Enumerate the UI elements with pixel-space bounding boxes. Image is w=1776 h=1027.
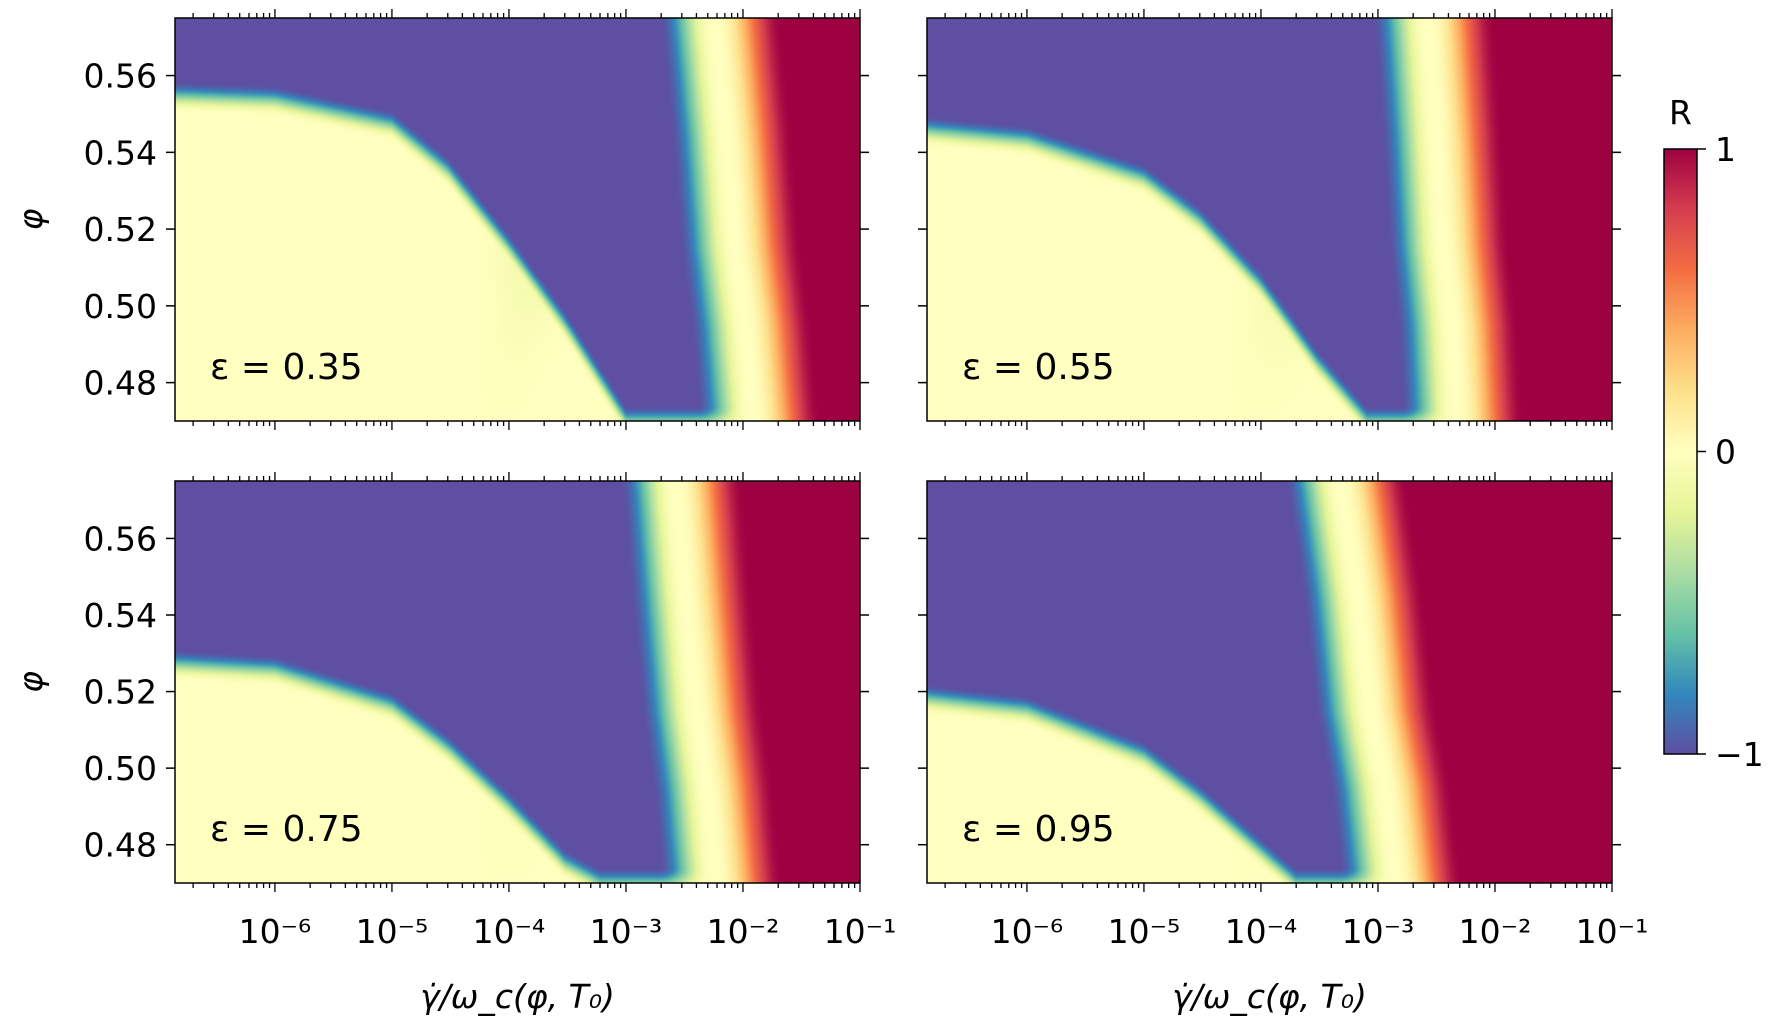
panels: 0.48 0.50 0.52 0.54 0.56 φ ε = 0.35 ε = 0.55 0.4…: [11, 9, 1648, 1016]
x-tick-label: 10⁻³: [1342, 912, 1415, 951]
colorbar-tick-label: 0: [1715, 433, 1736, 472]
axes-frame: [174, 17, 861, 422]
colorbar-tick-label: −1: [1715, 735, 1764, 774]
y-axis-label: φ: [11, 671, 50, 693]
epsilon-annotation: ε = 0.95: [962, 809, 1115, 850]
epsilon-annotation: ε = 0.55: [962, 347, 1115, 388]
heatmap-image: [175, 481, 860, 883]
heatmap-image: [927, 18, 1612, 421]
axes-frame: [926, 17, 1613, 422]
panel-bottom-left: 0.48 0.50 0.52 0.54 0.56 10⁻⁶ 10⁻⁵ 10⁻⁴ 10⁻³ 10⁻²…: [11, 472, 896, 1016]
y-tick-label: 0.48: [84, 826, 157, 865]
panel-bottom-right: 10⁻⁶ 10⁻⁵ 10⁻⁴ 10⁻³ 10⁻² 10⁻¹ γ̇/ω_c(φ, T₀) ε =…: [918, 472, 1648, 1016]
colorbar-tick-label: 1: [1715, 130, 1736, 169]
y-tick-label: 0.52: [84, 673, 157, 712]
x-tick-label: 10⁻⁵: [1108, 912, 1181, 951]
panel-top-left: 0.48 0.50 0.52 0.54 0.56 φ ε = 0.35: [11, 9, 869, 430]
x-tick-label: 10⁻⁵: [356, 912, 429, 951]
colorbar-label: R: [1669, 93, 1692, 132]
x-tick-label: 10⁻⁶: [991, 912, 1064, 951]
heatmap-image: [927, 481, 1612, 883]
heatmap-image: [175, 18, 860, 421]
x-axis-label: γ̇/ω_c(φ, T₀): [1172, 977, 1367, 1016]
x-tick-label: 10⁻⁴: [473, 912, 546, 951]
x-tick-label: 10⁻²: [707, 912, 780, 951]
y-tick-label: 0.52: [84, 210, 157, 249]
x-tick-label: 10⁻²: [1459, 912, 1532, 951]
y-tick-label: 0.50: [84, 287, 157, 326]
x-tick-label: 10⁻⁶: [239, 912, 312, 951]
y-tick-label: 0.54: [84, 133, 157, 172]
x-tick-label: 10⁻¹: [1576, 912, 1649, 951]
x-tick-label: 10⁻¹: [824, 912, 897, 951]
x-tick-label: 10⁻⁴: [1225, 912, 1298, 951]
y-tick-label: 0.56: [84, 519, 157, 558]
y-tick-label: 0.50: [84, 749, 157, 788]
axes-frame: [174, 480, 861, 884]
y-tick-label: 0.56: [84, 57, 157, 96]
epsilon-annotation: ε = 0.35: [210, 347, 363, 388]
x-tick-label: 10⁻³: [590, 912, 663, 951]
colorbar: R1 0 −1: [1663, 93, 1764, 774]
axes-frame: [926, 480, 1613, 884]
y-axis-label: φ: [11, 208, 50, 230]
x-axis-label: γ̇/ω_c(φ, T₀): [420, 977, 615, 1016]
panel-top-right: ε = 0.55: [918, 9, 1621, 430]
epsilon-annotation: ε = 0.75: [210, 809, 363, 850]
y-tick-label: 0.54: [84, 596, 157, 635]
colorbar-gradient: [1664, 149, 1697, 754]
y-tick-label: 0.48: [84, 364, 157, 403]
